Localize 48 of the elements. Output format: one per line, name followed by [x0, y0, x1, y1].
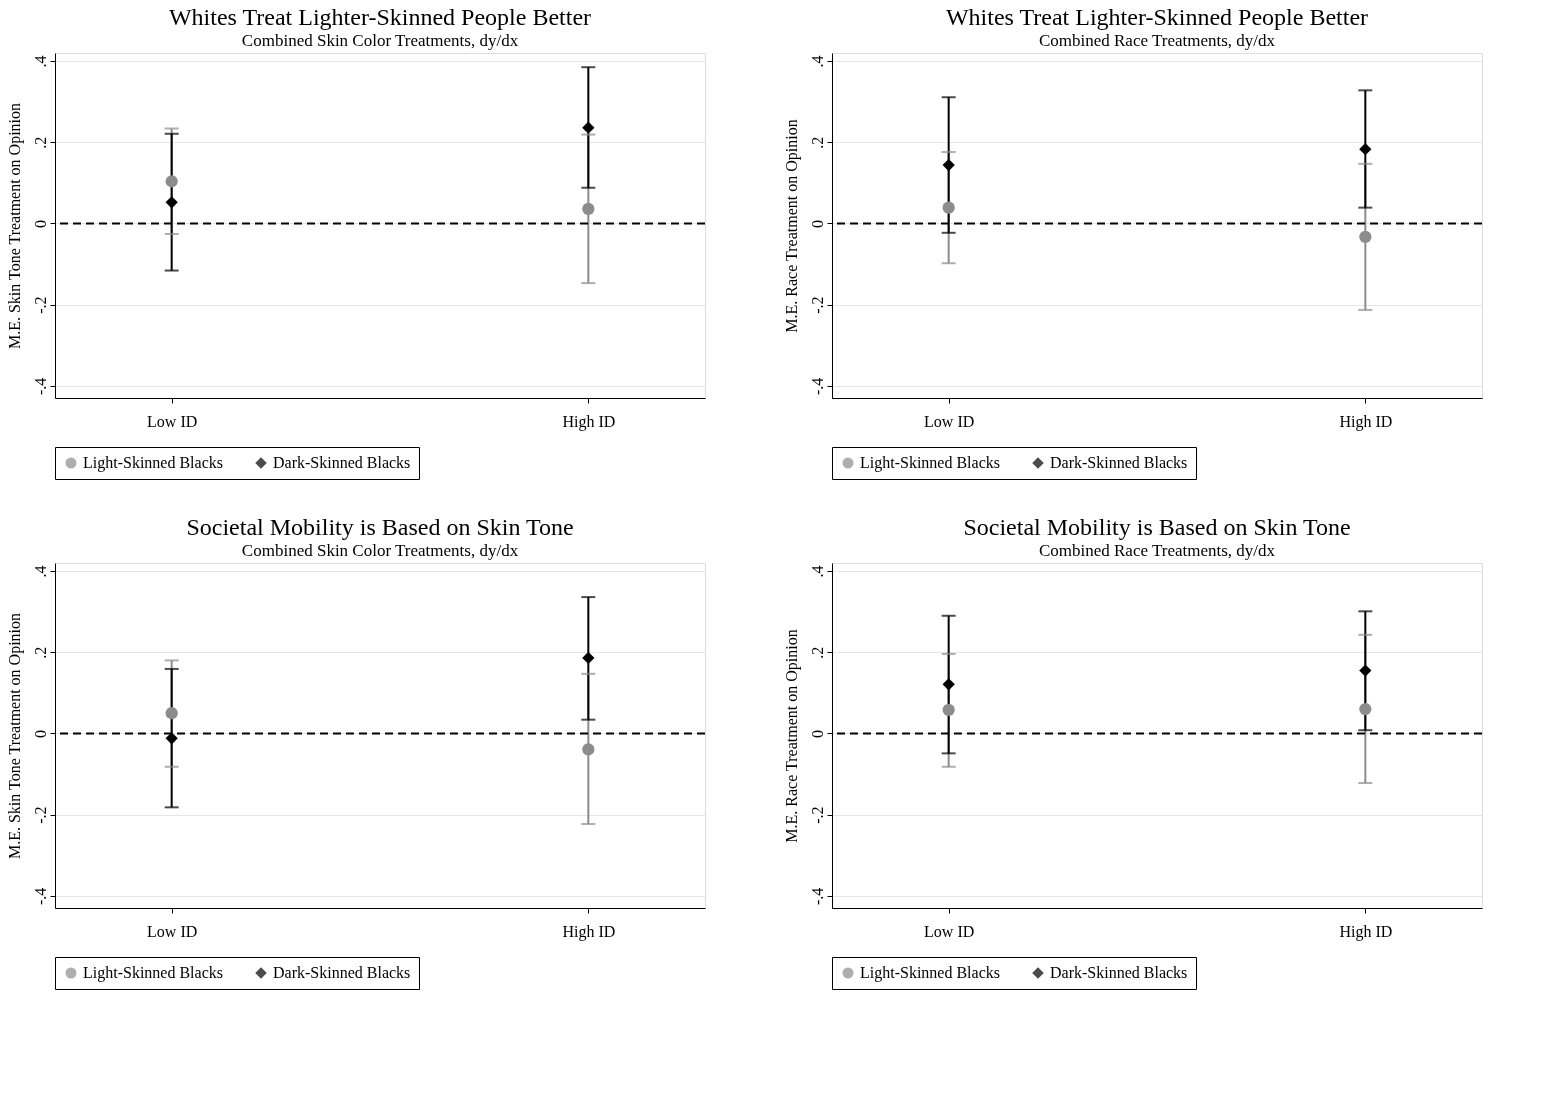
y-tick-label: 0 — [31, 219, 49, 228]
chart-title: Whites Treat Lighter-Skinned People Better — [945, 4, 1369, 30]
y-tick-label: -.4 — [31, 887, 49, 905]
y-tick-label: .4 — [31, 565, 49, 578]
x-tick-label: Low ID — [147, 922, 198, 940]
x-tick-label: Low ID — [924, 922, 975, 940]
legend-label: Dark-Skinned Blacks — [273, 964, 411, 981]
y-tick-label: -.4 — [808, 887, 826, 905]
x-tick-label: High ID — [562, 412, 616, 431]
y-tick-label: 0 — [808, 729, 826, 738]
x-tick-label: Low ID — [147, 412, 198, 430]
y-tick-label: 0 — [808, 219, 826, 228]
legend-label: Light-Skinned Blacks — [860, 454, 1000, 472]
x-tick-label: High ID — [1339, 412, 1393, 431]
y-tick-label: -.2 — [31, 806, 49, 824]
chart-title: Societal Mobility is Based on Skin Tone — [963, 514, 1351, 540]
y-tick-label: .4 — [808, 565, 826, 578]
y-tick-label: -.2 — [808, 296, 826, 314]
y-tick-label: .2 — [31, 136, 49, 149]
legend-label: Light-Skinned Blacks — [860, 964, 1000, 982]
legend-label: Dark-Skinned Blacks — [1050, 964, 1188, 981]
y-axis-title: M.E. Race Treatment on Opinion — [782, 119, 801, 333]
y-tick-label: -.2 — [31, 296, 49, 314]
y-tick-label: -.4 — [31, 377, 49, 395]
x-tick-label: High ID — [562, 922, 616, 941]
y-axis-title: M.E. Skin Tone Treatment on Opinion — [5, 612, 24, 860]
chart-subtitle: Combined Skin Color Treatments, dy/dx — [241, 31, 519, 50]
x-tick-label: Low ID — [924, 412, 975, 430]
y-tick-label: .4 — [808, 55, 826, 68]
legend-label: Light-Skinned Blacks — [83, 454, 223, 472]
y-tick-label: .4 — [31, 55, 49, 68]
chart-subtitle: Combined Race Treatments, dy/dx — [1038, 541, 1276, 560]
legend-label: Light-Skinned Blacks — [83, 964, 223, 982]
x-tick-label: High ID — [1339, 922, 1393, 941]
y-axis-title: M.E. Skin Tone Treatment on Opinion — [5, 102, 24, 350]
legend-label: Dark-Skinned Blacks — [273, 454, 411, 471]
y-axis-title: M.E. Race Treatment on Opinion — [782, 629, 801, 843]
chart-subtitle: Combined Race Treatments, dy/dx — [1038, 31, 1276, 50]
y-tick-label: 0 — [31, 729, 49, 738]
chart-title: Whites Treat Lighter-Skinned People Better — [168, 4, 592, 30]
y-tick-label: .2 — [808, 136, 826, 149]
chart-subtitle: Combined Skin Color Treatments, dy/dx — [241, 541, 519, 560]
chart-title: Societal Mobility is Based on Skin Tone — [186, 514, 574, 540]
y-tick-label: -.2 — [808, 806, 826, 824]
y-tick-label: .2 — [808, 646, 826, 659]
y-tick-label: .2 — [31, 646, 49, 659]
y-tick-label: -.4 — [808, 377, 826, 395]
legend-label: Dark-Skinned Blacks — [1050, 454, 1188, 471]
